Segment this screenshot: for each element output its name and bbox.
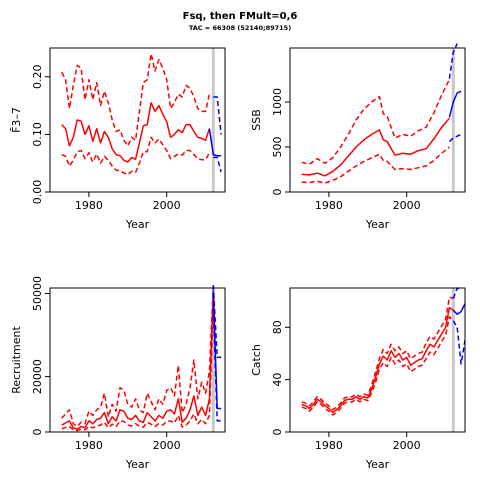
- fbar-projection-lower-line: [213, 156, 222, 172]
- recruitment-history-median-line: [61, 290, 215, 430]
- ssb-history-lower-line: [301, 146, 450, 184]
- recruitment-x-tick-label: 2000: [153, 439, 181, 452]
- recruitment-y-tick-label: 0: [31, 429, 44, 436]
- catch-chart: 1980 2000 0 40 80 Year Catch: [250, 287, 466, 471]
- recruitment-history-lower-line: [61, 307, 215, 432]
- ssb-y-tick-label: 1000: [271, 88, 284, 116]
- catch-x-tick-label: 1980: [315, 439, 343, 452]
- fbar-projection-upper-line: [213, 96, 222, 135]
- fbar-y-tick-label: 0.20: [31, 65, 44, 90]
- recruitment-y-axis-label: Recruitment: [10, 326, 23, 394]
- fbar-x-tick-label: 1980: [75, 199, 103, 212]
- recruitment-projection-median-line: [212, 290, 222, 410]
- fbar-history-lower-line: [61, 136, 211, 176]
- ssb-projection-upper-line: [448, 43, 458, 79]
- catch-x-tick-label: 2000: [393, 439, 421, 452]
- catch-history-median-line: [301, 306, 454, 414]
- catch-y-tick-label: 80: [271, 320, 284, 334]
- fbar-x-axis-label: Year: [125, 218, 150, 231]
- catch-projection-median-line: [452, 303, 466, 315]
- recruitment-projection-upper-line: [212, 285, 222, 358]
- fbar-chart: 1980 2000 0.00 0.10 0.20 Year F̄3–7: [10, 47, 226, 231]
- ssb-x-axis-label: Year: [365, 218, 390, 231]
- catch-y-axis-label: Catch: [250, 344, 263, 376]
- fbar-history-upper-line: [61, 53, 211, 147]
- recruitment-projection-lower-line: [212, 307, 222, 422]
- fbar-frame: [49, 47, 226, 193]
- fbar-x-tick-label: 2000: [153, 199, 181, 212]
- catch-history-upper-line: [301, 296, 454, 411]
- ssb-x-tick-label: 1980: [315, 199, 343, 212]
- recruitment-y-tick-label: 50000: [31, 276, 44, 311]
- catch-history-lower-line: [301, 316, 454, 416]
- recruitment-y-tick-label: 20000: [31, 359, 44, 394]
- ssb-projection-median-line: [448, 90, 462, 118]
- ssb-y-axis-label: SSB: [250, 109, 263, 131]
- fbar-projection-median-line: [208, 128, 222, 157]
- ssb-chart: 1980 2000 0 500 1000 Year SSB: [250, 43, 466, 231]
- figure-title: Fsq, then FMult=0,6: [182, 11, 298, 22]
- recruitment-x-axis-label: Year: [125, 458, 150, 471]
- fbar-history-median-line: [61, 101, 211, 163]
- ssb-history-median-line: [301, 117, 450, 177]
- fbar-y-tick-label: 0.10: [31, 122, 44, 147]
- fbar-y-axis-label: F̄3–7: [10, 107, 23, 133]
- ssb-x-tick-label: 2000: [393, 199, 421, 212]
- ssb-projection-lower-line: [448, 133, 462, 143]
- ssb-y-tick-label: 500: [271, 137, 284, 158]
- catch-projection-lower-line: [452, 320, 466, 365]
- ssb-history-upper-line: [301, 79, 451, 165]
- ssb-frame: [289, 47, 466, 193]
- catch-x-axis-label: Year: [365, 458, 390, 471]
- recruitment-frame: [49, 287, 226, 433]
- catch-y-tick-label: 40: [271, 373, 284, 387]
- figure-subtitle: TAC = 66308 (52140;89715): [188, 24, 292, 32]
- recruitment-x-tick-label: 1980: [75, 439, 103, 452]
- recruitment-history-upper-line: [61, 285, 215, 428]
- fbar-y-tick-label: 0.00: [31, 180, 44, 205]
- ssb-y-tick-label: 0: [271, 189, 284, 196]
- catch-frame: [289, 287, 466, 433]
- catch-y-tick-label: 0: [271, 429, 284, 436]
